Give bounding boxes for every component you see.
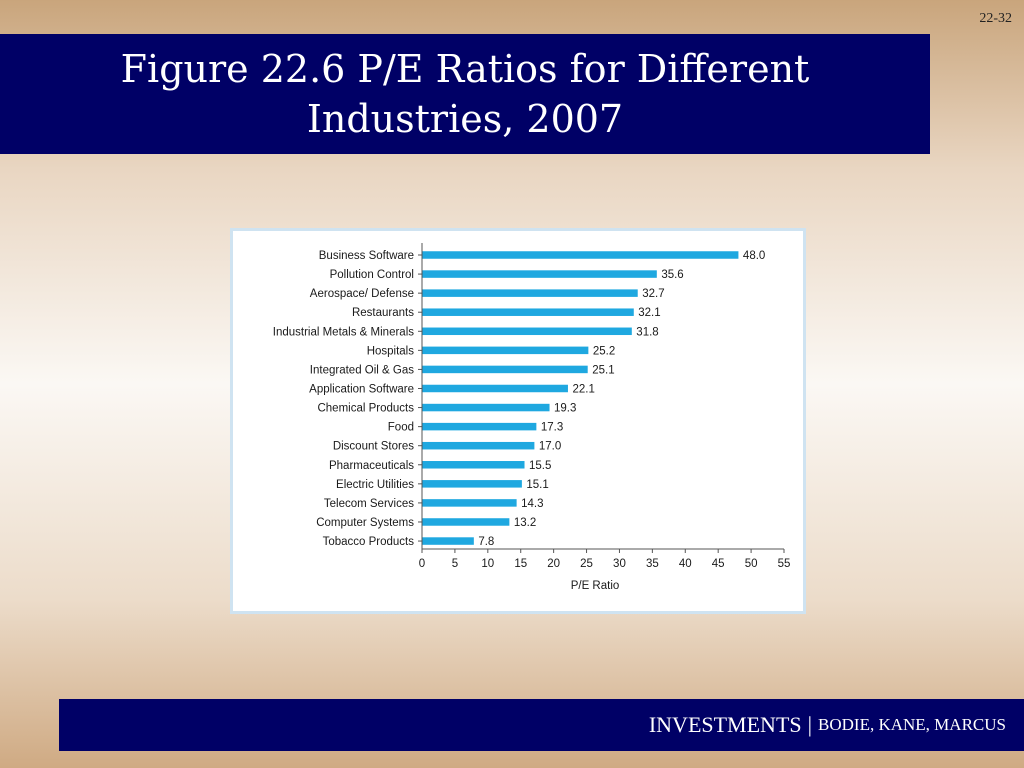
value-label: 17.3 <box>541 422 563 434</box>
x-tick-label: 40 <box>679 558 692 570</box>
bar <box>422 327 632 336</box>
category-label: Aerospace/ Defense <box>310 288 414 300</box>
x-tick-label: 55 <box>778 558 791 570</box>
category-label: Restaurants <box>352 307 414 319</box>
category-label: Hospitals <box>367 345 415 357</box>
title-band: Figure 22.6 P/E Ratios for Different Ind… <box>0 34 930 154</box>
x-tick-label: 35 <box>646 558 659 570</box>
x-tick-label: 0 <box>419 558 425 570</box>
category-label: Business Software <box>319 250 414 262</box>
x-tick-label: 5 <box>452 558 458 570</box>
bar <box>422 461 525 469</box>
page-title: Figure 22.6 P/E Ratios for Different Ind… <box>120 47 810 141</box>
bar <box>422 289 638 297</box>
value-label: 22.1 <box>572 383 594 395</box>
value-label: 35.6 <box>661 269 683 281</box>
bar <box>422 308 634 316</box>
bar <box>422 365 588 374</box>
value-label: 32.1 <box>638 307 660 319</box>
x-tick-label: 10 <box>481 558 494 570</box>
bar <box>422 518 510 526</box>
bar <box>422 480 522 488</box>
value-label: 19.3 <box>554 403 576 415</box>
value-label: 15.1 <box>526 479 548 491</box>
value-label: 14.3 <box>521 498 543 510</box>
bar <box>422 346 589 355</box>
x-tick-label: 30 <box>613 558 626 570</box>
category-label: Pharmaceuticals <box>329 460 414 472</box>
category-label: Telecom Services <box>324 498 414 510</box>
bar <box>422 270 657 278</box>
bar <box>422 499 517 507</box>
value-label: 32.7 <box>642 288 664 300</box>
bar <box>422 251 739 259</box>
category-label: Computer Systems <box>316 517 414 529</box>
x-tick-label: 50 <box>745 558 758 570</box>
chart-container: Business Software 48.0 Pollution Control 35… <box>230 228 806 614</box>
bar <box>422 403 550 412</box>
value-label: 25.1 <box>592 364 614 376</box>
value-label: 25.2 <box>593 345 615 357</box>
value-label: 15.5 <box>529 460 551 472</box>
value-label: 31.8 <box>636 326 658 338</box>
x-tick-label: 25 <box>580 558 593 570</box>
x-tick-label: 20 <box>547 558 560 570</box>
footer-separator: | <box>807 712 813 737</box>
pe-ratio-bar-chart: Business Software 48.0 Pollution Control 35… <box>273 243 791 592</box>
bar <box>422 441 535 450</box>
category-label: Industrial Metals & Minerals <box>273 326 414 338</box>
category-label: Pollution Control <box>330 269 414 281</box>
category-label: Electric Utilities <box>336 479 414 491</box>
footer-authors: BODIE, KANE, MARCUS <box>818 715 1006 734</box>
x-tick-label: 15 <box>514 558 527 570</box>
value-label: 48.0 <box>743 250 765 262</box>
bar <box>422 422 537 431</box>
category-label: Discount Stores <box>333 441 414 453</box>
footer-band: INVESTMENTS | BODIE, KANE, MARCUS <box>59 699 1024 751</box>
bar <box>422 537 474 545</box>
category-label: Chemical Products <box>317 403 414 415</box>
bar <box>422 384 568 393</box>
value-label: 17.0 <box>539 441 561 453</box>
value-label: 7.8 <box>478 536 494 548</box>
category-label: Food <box>388 422 414 434</box>
slide-number: 22-32 <box>979 11 1012 26</box>
footer-book-title: INVESTMENTS <box>648 712 802 737</box>
category-label: Application Software <box>309 383 414 395</box>
category-label: Tobacco Products <box>323 536 415 548</box>
x-tick-label: 45 <box>712 558 725 570</box>
category-label: Integrated Oil & Gas <box>310 364 414 376</box>
value-label: 13.2 <box>514 517 536 529</box>
x-axis-title: P/E Ratio <box>571 580 620 592</box>
